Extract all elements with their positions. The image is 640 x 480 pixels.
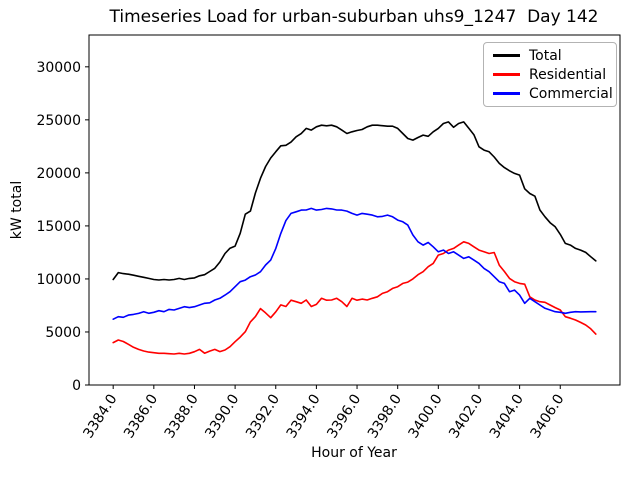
legend-entry-total: Total [493,46,612,65]
y-tick-label: 25000 [36,113,81,129]
x-tick-label: 3390.0 [202,391,242,441]
y-tick-label: 30000 [36,60,81,76]
y-tick-label: 20000 [36,166,81,182]
x-tick-label: 3406.0 [528,391,568,441]
series-line-commercial [112,207,597,321]
legend-label-total: Total [529,47,562,64]
legend-entry-residential: Residential [493,65,612,84]
x-tick-label: 3386.0 [121,391,161,441]
y-tick-label: 0 [72,378,81,394]
x-tick-label: 3394.0 [284,391,324,441]
x-tick-label: 3396.0 [324,391,364,441]
y-tick-label: 15000 [36,219,81,235]
legend-line-commercial-icon [493,92,520,95]
y-axis-label: kW total [9,181,25,239]
legend-label-residential: Residential [529,66,607,83]
x-tick-label: 3402.0 [446,391,486,441]
legend-line-residential-icon [493,73,520,76]
series-line-total [112,121,597,281]
legend-line-total-icon [493,54,520,57]
legend-entry-commercial: Commercial [493,84,613,103]
x-tick-label: 3384.0 [80,391,120,441]
y-tick-label: 5000 [45,325,81,341]
x-tick-label: 3388.0 [162,391,202,441]
x-tick-label: 3404.0 [487,391,527,441]
legend-label-commercial: Commercial [529,85,613,102]
axes-box [88,34,621,386]
x-tick-label: 3400.0 [406,391,446,441]
chart-title: Timeseries Load for urban-suburban uhs9_… [109,7,599,27]
y-tick-label: 10000 [36,272,81,288]
series-line-residential [112,241,597,355]
legend: Total Residential Commercial [483,42,617,107]
x-tick-label: 3392.0 [243,391,283,441]
x-tick-label: 3398.0 [365,391,405,441]
x-axis-label: Hour of Year [311,445,397,461]
